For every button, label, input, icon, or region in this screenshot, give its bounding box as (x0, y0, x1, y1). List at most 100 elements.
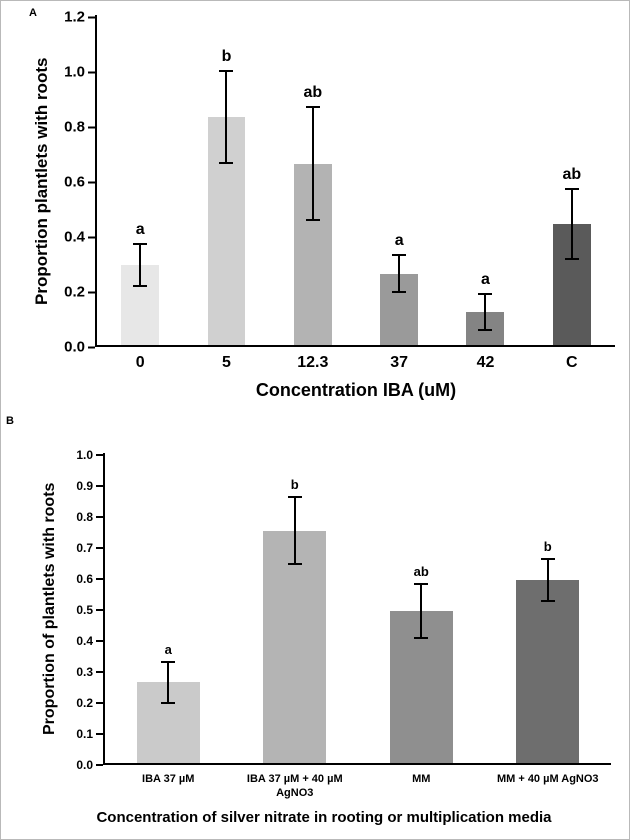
error-bar (133, 243, 148, 288)
x-category-label: IBA 37 µM (142, 773, 195, 785)
panel-a-x-axis-labels: 0 5 12.3 37 42 C (97, 347, 615, 372)
error-bar (392, 254, 407, 293)
x-category-label: MM + 40 µM AgNO3 (496, 773, 599, 785)
bar-group-4: a (356, 15, 442, 345)
panel-a-label: A (29, 7, 37, 19)
y-tick-mark (96, 609, 103, 611)
y-tick-0.4: 0.4 (64, 230, 95, 245)
y-tick-mark (96, 454, 103, 456)
error-bar (161, 660, 176, 705)
y-tick-label: 0.8 (76, 510, 93, 524)
y-tick-mark (96, 764, 103, 766)
error-bar-cap-bottom (478, 329, 493, 332)
bar-group-5: a (442, 15, 528, 345)
x-category-label: 37 (390, 354, 409, 371)
y-tick-label: 0.2 (64, 283, 85, 301)
error-bar-cap-bottom (305, 219, 320, 222)
y-tick-label: 0.4 (64, 228, 85, 246)
panel-b-bar-chart: Proportion of plantlets with roots 0.0 0.… (37, 449, 611, 826)
bar-group-3: ab (358, 453, 485, 763)
error-bar-cap-bottom (287, 562, 302, 565)
x-category-label: 0 (135, 354, 145, 371)
y-tick-mark (96, 516, 103, 518)
bar-group-2: b (183, 15, 269, 345)
significance-letter: a (394, 232, 404, 250)
error-bar (414, 583, 429, 639)
panel-b-x-axis-title: Concentration of silver nitrate in rooti… (96, 808, 552, 826)
error-bar-cap-bottom (540, 599, 555, 602)
error-bar (564, 188, 579, 260)
y-tick-label: 0.3 (76, 665, 93, 679)
y-tick-label: 1.0 (64, 63, 85, 81)
y-tick-label: 0.9 (76, 479, 93, 493)
significance-letter: b (221, 48, 232, 65)
y-tick-label: 1.2 (64, 8, 85, 26)
error-bar-cap-bottom (133, 285, 148, 288)
y-tick-0.7: 0.7 (76, 542, 103, 554)
x-category-label: IBA 37 µM + 40 µM AgNO3 (246, 773, 343, 800)
error-bar-stem (484, 292, 487, 332)
panel-a-bar-chart: Proportion plantlets with roots 0.0 0.2 0.… (29, 10, 615, 401)
y-tick-1.2: 1.2 (64, 10, 95, 25)
panel-b-x-axis-labels: IBA 37 µM IBA 37 µM + 40 µM AgNO3 MM MM + 4… (105, 765, 611, 801)
significance-letter: ab (303, 83, 323, 101)
y-tick-label: 0.7 (76, 541, 93, 555)
panel-a-y-axis: 0.0 0.2 0.4 0.6 0.8 1.0 1.2 (55, 10, 95, 355)
y-tick-0.4: 0.4 (76, 635, 103, 647)
x-category-label: 12.3 (297, 354, 329, 371)
y-tick-label: 0.6 (76, 572, 93, 586)
y-tick-mark (96, 485, 103, 487)
y-tick-mark (96, 578, 103, 580)
y-tick-0.8: 0.8 (64, 120, 95, 135)
x-category-label: 42 (476, 354, 495, 371)
significance-letter: ab (562, 166, 582, 184)
bar-group-3: ab (270, 15, 356, 345)
y-tick-mark (88, 71, 95, 73)
y-tick-mark (96, 671, 103, 673)
error-bar-stem (546, 558, 549, 602)
y-tick-0.3: 0.3 (76, 666, 103, 678)
significance-letter: b (543, 539, 552, 555)
panel-a-y-axis-title: Proportion plantlets with roots (32, 57, 51, 305)
y-tick-0.9: 0.9 (76, 480, 103, 492)
panel-b-plot-row: Proportion of plantlets with roots 0.0 0.… (37, 449, 611, 771)
panel-b-label: B (6, 415, 14, 427)
panel-a-plot-row: Proportion plantlets with roots 0.0 0.2 0.… (29, 10, 615, 355)
error-bar (287, 496, 302, 565)
error-bar (219, 70, 234, 164)
y-tick-label: 1.0 (76, 448, 93, 462)
y-tick-0.0: 0.0 (76, 759, 103, 771)
bar-group-1: a (105, 453, 232, 763)
y-tick-0.1: 0.1 (76, 728, 103, 740)
error-bar-stem (225, 70, 228, 164)
y-tick-label: 0.4 (76, 634, 93, 648)
y-tick-0.5: 0.5 (76, 604, 103, 616)
y-tick-1.0: 1.0 (64, 65, 95, 80)
error-bar-stem (570, 188, 573, 260)
y-tick-0.8: 0.8 (76, 511, 103, 523)
error-bar (540, 558, 555, 602)
panel-b-y-axis-title: Proportion of plantlets with roots (41, 482, 58, 736)
error-bar-cap-bottom (219, 161, 234, 164)
error-bar-stem (398, 254, 401, 293)
y-tick-label: 0.5 (76, 603, 93, 617)
y-tick-mark (88, 291, 95, 293)
y-tick-mark (88, 181, 95, 183)
x-category-label: C (566, 354, 578, 371)
bar-group-2: b (232, 453, 359, 763)
y-tick-mark (96, 640, 103, 642)
significance-letter: b (290, 477, 299, 493)
y-tick-label: 0.0 (64, 338, 85, 356)
panel-b-y-axis: 0.0 0.1 0.2 0.3 0.4 0.5 0.6 0.7 0.8 0.9 1.0 (63, 449, 103, 771)
y-tick-0.6: 0.6 (76, 573, 103, 585)
significance-letter: a (481, 270, 490, 288)
bar-group-1: a (97, 15, 183, 345)
error-bar-stem (293, 496, 296, 565)
y-tick-mark (88, 126, 95, 128)
significance-letter: ab (413, 564, 429, 580)
error-bar-stem (139, 243, 142, 288)
error-bar (478, 292, 493, 332)
error-bar-stem (420, 583, 423, 639)
x-category-label: MM (412, 773, 431, 785)
